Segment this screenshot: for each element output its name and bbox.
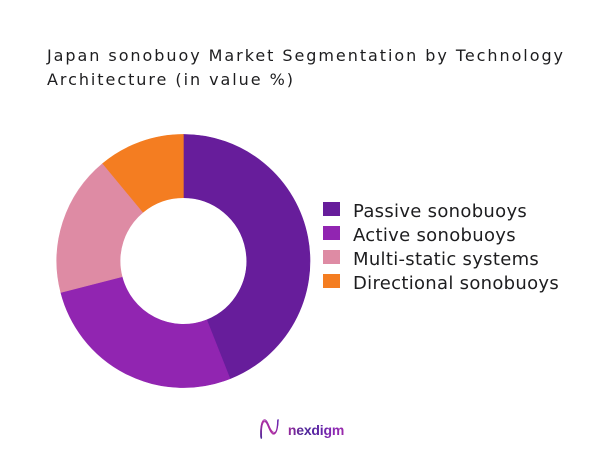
donut-segment-1 <box>183 134 311 380</box>
legend-color-marker <box>323 274 340 288</box>
legend-color-marker <box>323 202 340 216</box>
chart-title: Japan sonobuoy Market Segmentation by Te… <box>47 44 565 92</box>
donut-chart <box>53 131 314 391</box>
legend-item: Active sonobuoys <box>323 221 559 246</box>
legend-color-marker <box>323 226 340 240</box>
legend-label: Passive sonobuoys <box>353 200 528 222</box>
legend-item: Passive sonobuoys <box>323 197 559 222</box>
donut-segment-3 <box>56 163 144 293</box>
donut-segment-4 <box>102 134 184 213</box>
legend-item: Directional sonobuoys <box>323 269 560 294</box>
legend-color-marker <box>323 250 340 264</box>
chart-legend: Passive sonobuoys Active sonobuoys Multi… <box>323 197 560 294</box>
donut-segment-2 <box>60 276 231 388</box>
legend-label: Directional sonobuoys <box>353 272 560 294</box>
chart-title-line-1: Japan sonobuoy Market Segmentation by Te… <box>47 45 565 65</box>
footer-logo: nexdigm <box>0 416 602 441</box>
legend-item: Multi-static systems <box>323 245 559 270</box>
nexdigm-logo-icon <box>260 419 279 439</box>
donut-chart-svg <box>56 134 311 388</box>
legend-label: Active sonobuoys <box>353 224 516 246</box>
legend-label: Multi-static systems <box>353 248 540 270</box>
nexdigm-logo-wordmark: nexdigm <box>287 421 345 438</box>
chart-title-line-2: Architecture (in value %) <box>47 69 295 89</box>
